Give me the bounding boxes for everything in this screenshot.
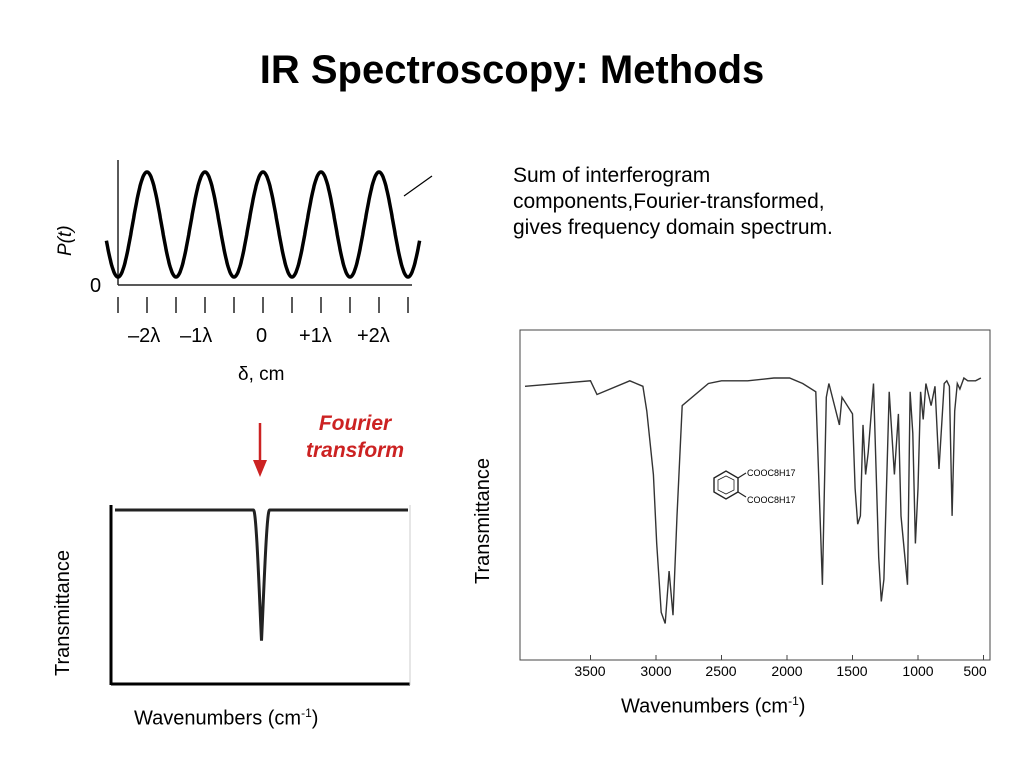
spectrum-tick-label-1000: 1000 — [902, 663, 933, 679]
pointer-line — [403, 175, 433, 197]
arrow-head — [253, 460, 267, 477]
band-chart-x-axis-label: Wavenumbers (cm-1) — [134, 706, 318, 731]
fourier-transform-label-line-2: transform — [305, 439, 405, 462]
interferogram-tick-label-5: +2λ — [357, 325, 390, 347]
description-line-3: gives frequency domain spectrum. — [513, 216, 833, 239]
substituent-bond-2 — [737, 491, 747, 498]
fourier-transform-label: Fourier transform — [290, 410, 420, 464]
band-chart-line — [115, 508, 408, 641]
spectrum-line — [524, 376, 982, 624]
fourier-transform-label-line-1: Fourier — [318, 412, 392, 435]
interferogram-y-axis-label: P(t) — [55, 225, 76, 256]
interferogram-wave — [104, 170, 422, 279]
description-line-2: components,Fourier-transformed, — [513, 190, 825, 213]
interferogram-chart: 0 P(t) –2λ –1λ 0 +1λ +2λ δ, cm — [55, 160, 422, 385]
spectrum-x-axis-label-end: ) — [798, 695, 806, 718]
interferogram-tick-label-1: –2λ — [128, 325, 160, 347]
interferogram-ticks — [117, 297, 409, 313]
spectrum-chart: 3500 3000 2500 2000 1500 1000 500 COOC8H… — [519, 329, 991, 679]
description-text: Sum of interferogram components,Fourier-… — [513, 163, 933, 241]
band-chart — [109, 505, 411, 686]
spectrum-tick-label-500: 500 — [963, 663, 987, 679]
spectrum-tick-label-2500: 2500 — [705, 663, 736, 679]
interferogram-x-axis-label: δ, cm — [238, 364, 284, 385]
spectrum-frame — [519, 329, 991, 661]
spectrum-tick-label-3500: 3500 — [574, 663, 605, 679]
spectrum-x-axis-label-main: Wavenumbers (cm — [621, 695, 789, 718]
interferogram-tick-label-3: 0 — [256, 325, 267, 347]
spectrum-ticks — [590, 655, 984, 660]
substituent-bond-1 — [737, 472, 747, 479]
benzene-inner-ring — [717, 475, 735, 495]
interferogram-tick-label-2: –1λ — [180, 325, 212, 347]
ester-group-1: COOC8H17 — [747, 468, 796, 478]
band-chart-x-axis-label-sup: -1 — [301, 706, 312, 720]
fourier-transform-arrow — [253, 423, 267, 477]
spectrum-tick-label-1500: 1500 — [836, 663, 867, 679]
description-line-1: Sum of interferogram — [513, 164, 711, 187]
spectrum-x-axis-label-sup: -1 — [788, 694, 799, 708]
spectrum-tick-label-2000: 2000 — [771, 663, 802, 679]
interferogram-zero-label: 0 — [90, 275, 101, 297]
spectrum-x-axis-label: Wavenumbers (cm-1) — [621, 694, 805, 719]
interferogram-tick-label-4: +1λ — [299, 325, 332, 347]
slide-title: IR Spectroscopy: Methods — [259, 48, 765, 92]
spectrum-tick-label-3000: 3000 — [640, 663, 671, 679]
molecule-structure: COOC8H17 COOC8H17 — [713, 468, 796, 505]
band-chart-x-axis-label-end: ) — [311, 707, 319, 730]
ester-group-2: COOC8H17 — [747, 495, 796, 505]
band-chart-x-axis-label-main: Wavenumbers (cm — [134, 707, 302, 730]
